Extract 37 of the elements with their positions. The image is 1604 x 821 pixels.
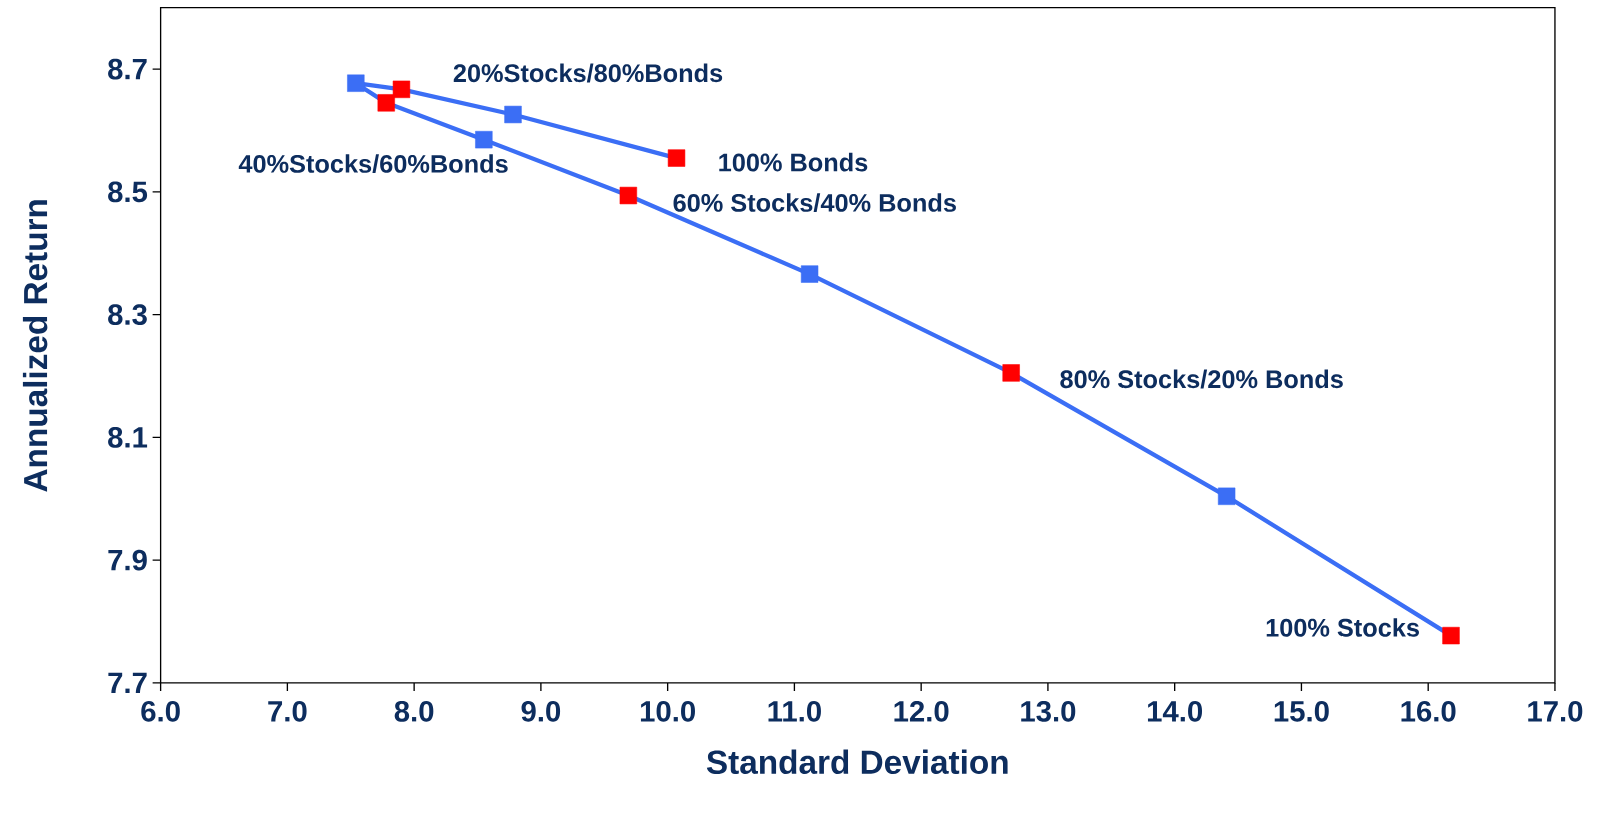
point (377, 94, 395, 112)
x-tick-label: 14.0 (1147, 700, 1203, 722)
point (475, 131, 493, 149)
point (392, 80, 411, 99)
y-tick-label: 8.5 (108, 181, 148, 203)
annotation: 20%Stocks/80%Bonds (453, 63, 723, 83)
annotation: 100% Bonds (719, 152, 868, 172)
x-tick-label: 6.0 (141, 700, 180, 722)
point (1002, 364, 1020, 382)
x-tick-label: 15.0 (1274, 700, 1329, 722)
y-tick-label: 8.1 (108, 426, 148, 448)
x-tick-label: 12.0 (894, 700, 949, 722)
x-tick-label: 9.0 (521, 700, 561, 722)
annotation: 40%Stocks/60%Bonds (238, 154, 508, 174)
x-tick-label: 17.0 (1528, 700, 1583, 722)
x-tick-label: 7.0 (268, 700, 307, 722)
x-tick-label: 13.0 (1021, 700, 1076, 722)
x-tick-label: 10.0 (640, 700, 695, 722)
annotation: 100% Stocks (1266, 618, 1419, 637)
y-tick-label: 7.7 (108, 672, 147, 693)
x-tick-label: 11.0 (768, 700, 821, 722)
point (667, 149, 686, 167)
x-axis-title: Standard Deviation (706, 749, 1008, 775)
y-tick-label: 8.3 (108, 304, 147, 326)
x-tick-label: 8.0 (394, 700, 434, 722)
y-tick-label: 8.7 (108, 58, 147, 80)
y-axis-title: Annualized Return (22, 200, 48, 492)
point (619, 186, 638, 205)
y-tick-label: 7.9 (108, 549, 147, 571)
x-tick-label: 16.0 (1401, 700, 1456, 722)
point (1217, 487, 1236, 505)
point (504, 105, 522, 124)
annotation: 60% Stocks/40% Bonds (673, 193, 956, 213)
point (347, 74, 365, 92)
point (800, 265, 819, 283)
annotation: 80% Stocks/20% Bonds (1060, 369, 1343, 389)
point (1442, 626, 1460, 645)
